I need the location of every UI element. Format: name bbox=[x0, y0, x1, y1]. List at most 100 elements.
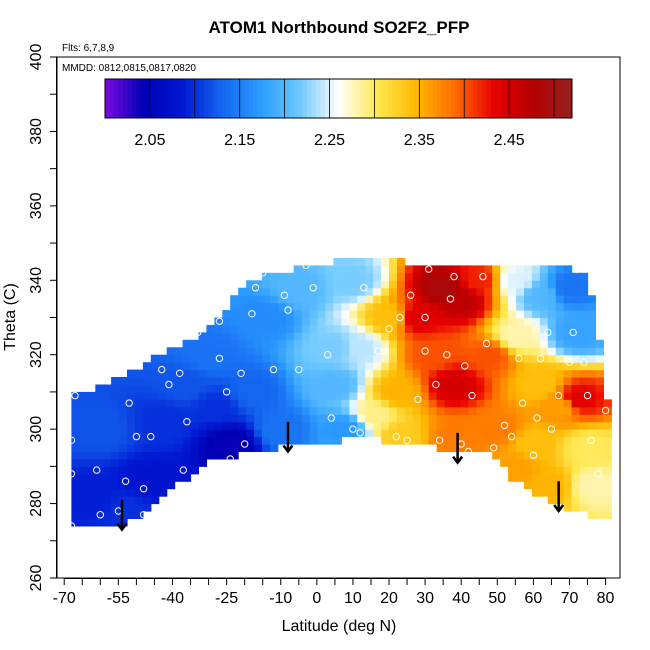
heatmap-cell bbox=[79, 421, 88, 430]
heatmap-cell bbox=[373, 354, 382, 363]
heatmap-cell bbox=[198, 429, 207, 438]
heatmap-cell bbox=[301, 399, 311, 408]
heatmap-cell bbox=[333, 324, 342, 333]
flight-arrow-head bbox=[116, 522, 128, 532]
heatmap-cell bbox=[381, 377, 390, 385]
heatmap-cell bbox=[460, 347, 469, 356]
heatmap-cell bbox=[95, 511, 104, 519]
y-tick-label: 300 bbox=[28, 416, 45, 443]
heatmap-cell bbox=[516, 317, 525, 326]
heatmap-cell bbox=[492, 272, 501, 281]
heatmap-cell bbox=[476, 384, 485, 393]
heatmap-cell bbox=[174, 384, 184, 393]
colorbar-segment bbox=[199, 79, 205, 118]
y-axis-label: Theta (C) bbox=[2, 283, 19, 351]
heatmap-cell bbox=[436, 280, 446, 289]
sample-point bbox=[450, 272, 458, 281]
heatmap-cell bbox=[412, 399, 422, 408]
heatmap-cell bbox=[269, 354, 279, 363]
heatmap-cell bbox=[444, 302, 454, 311]
heatmap-cell bbox=[87, 458, 96, 467]
heatmap-cell bbox=[198, 436, 207, 445]
heatmap-cell bbox=[587, 458, 596, 467]
heatmap-cell bbox=[119, 473, 128, 482]
sample-point bbox=[259, 269, 267, 277]
colorbar-segment bbox=[289, 79, 295, 118]
heatmap-cell bbox=[603, 436, 612, 445]
heatmap-cell bbox=[381, 347, 390, 356]
heatmap-cell bbox=[301, 429, 311, 438]
heatmap-cell bbox=[285, 421, 295, 430]
x-tick-label: -10 bbox=[269, 590, 292, 607]
heatmap-cell bbox=[262, 324, 271, 333]
heatmap-cell bbox=[579, 451, 589, 460]
heatmap-cell bbox=[158, 429, 168, 438]
heatmap-cell bbox=[539, 451, 549, 460]
heatmap-cell bbox=[389, 421, 398, 430]
heatmap-cell bbox=[587, 481, 596, 490]
heatmap-cell bbox=[579, 362, 589, 371]
heatmap-cell bbox=[198, 406, 207, 415]
heatmap-cell bbox=[285, 384, 295, 393]
heatmap-cell bbox=[142, 488, 152, 497]
heatmap-cell bbox=[158, 488, 168, 497]
heatmap-cell bbox=[524, 458, 533, 467]
heatmap-cell bbox=[317, 280, 327, 289]
sample-point bbox=[251, 284, 260, 292]
heatmap-cell bbox=[309, 421, 319, 430]
heatmap-cell bbox=[87, 511, 96, 519]
heatmap-cell bbox=[269, 295, 279, 304]
heatmap-cell bbox=[357, 399, 366, 408]
heatmap-cell bbox=[198, 362, 207, 371]
heatmap-cell bbox=[357, 354, 366, 363]
colorbar-segment bbox=[446, 79, 452, 118]
heatmap-cell bbox=[555, 488, 565, 497]
heatmap-cell bbox=[524, 369, 533, 378]
heatmap-cell bbox=[444, 429, 454, 438]
heatmap-cell bbox=[452, 377, 461, 385]
colorbar-segment bbox=[163, 79, 169, 118]
heatmap-cell bbox=[436, 339, 446, 348]
heatmap-cell bbox=[254, 354, 263, 363]
heatmap-cell bbox=[539, 406, 549, 415]
sample-point bbox=[132, 432, 141, 441]
heatmap-cell bbox=[563, 399, 573, 408]
heatmap-cell bbox=[420, 302, 430, 311]
heatmap-cell bbox=[603, 488, 612, 497]
heatmap-cell bbox=[87, 518, 96, 527]
heatmap-cell bbox=[166, 406, 176, 415]
heatmap-cell bbox=[111, 384, 120, 393]
heatmap-cell bbox=[293, 310, 303, 319]
heatmap-cell bbox=[103, 429, 112, 438]
heatmap-cell bbox=[333, 310, 342, 319]
heatmap-cell bbox=[230, 436, 239, 445]
heatmap-cell bbox=[79, 518, 88, 527]
heatmap-cell bbox=[230, 302, 239, 311]
sample-point bbox=[569, 328, 577, 337]
heatmap-cell bbox=[103, 421, 112, 430]
heatmap-cell bbox=[365, 399, 374, 408]
heatmap-cell bbox=[206, 354, 215, 363]
heatmap-cell bbox=[111, 481, 120, 490]
heatmap-cell bbox=[285, 429, 295, 438]
x-tick-label: 80 bbox=[597, 590, 615, 607]
heatmap-cell bbox=[285, 369, 295, 378]
heatmap-cell bbox=[150, 488, 160, 497]
heatmap-cell bbox=[500, 406, 509, 415]
heatmap-cell bbox=[293, 272, 303, 281]
heatmap-cell bbox=[539, 347, 549, 356]
heatmap-cell bbox=[412, 339, 422, 348]
heatmap-cell bbox=[404, 354, 414, 363]
heatmap-cell bbox=[420, 280, 430, 289]
heatmap-cell bbox=[404, 362, 414, 371]
sample-point bbox=[67, 470, 76, 478]
colorbar-segment bbox=[275, 79, 281, 118]
heatmap-cell bbox=[357, 339, 366, 348]
heatmap-cell bbox=[206, 399, 215, 408]
heatmap-cell bbox=[531, 272, 541, 281]
sample-point bbox=[327, 414, 335, 422]
heatmap-cell bbox=[381, 272, 390, 281]
heatmap-cell bbox=[182, 347, 192, 356]
heatmap-cell bbox=[262, 406, 271, 415]
heatmap-cell bbox=[365, 280, 374, 289]
